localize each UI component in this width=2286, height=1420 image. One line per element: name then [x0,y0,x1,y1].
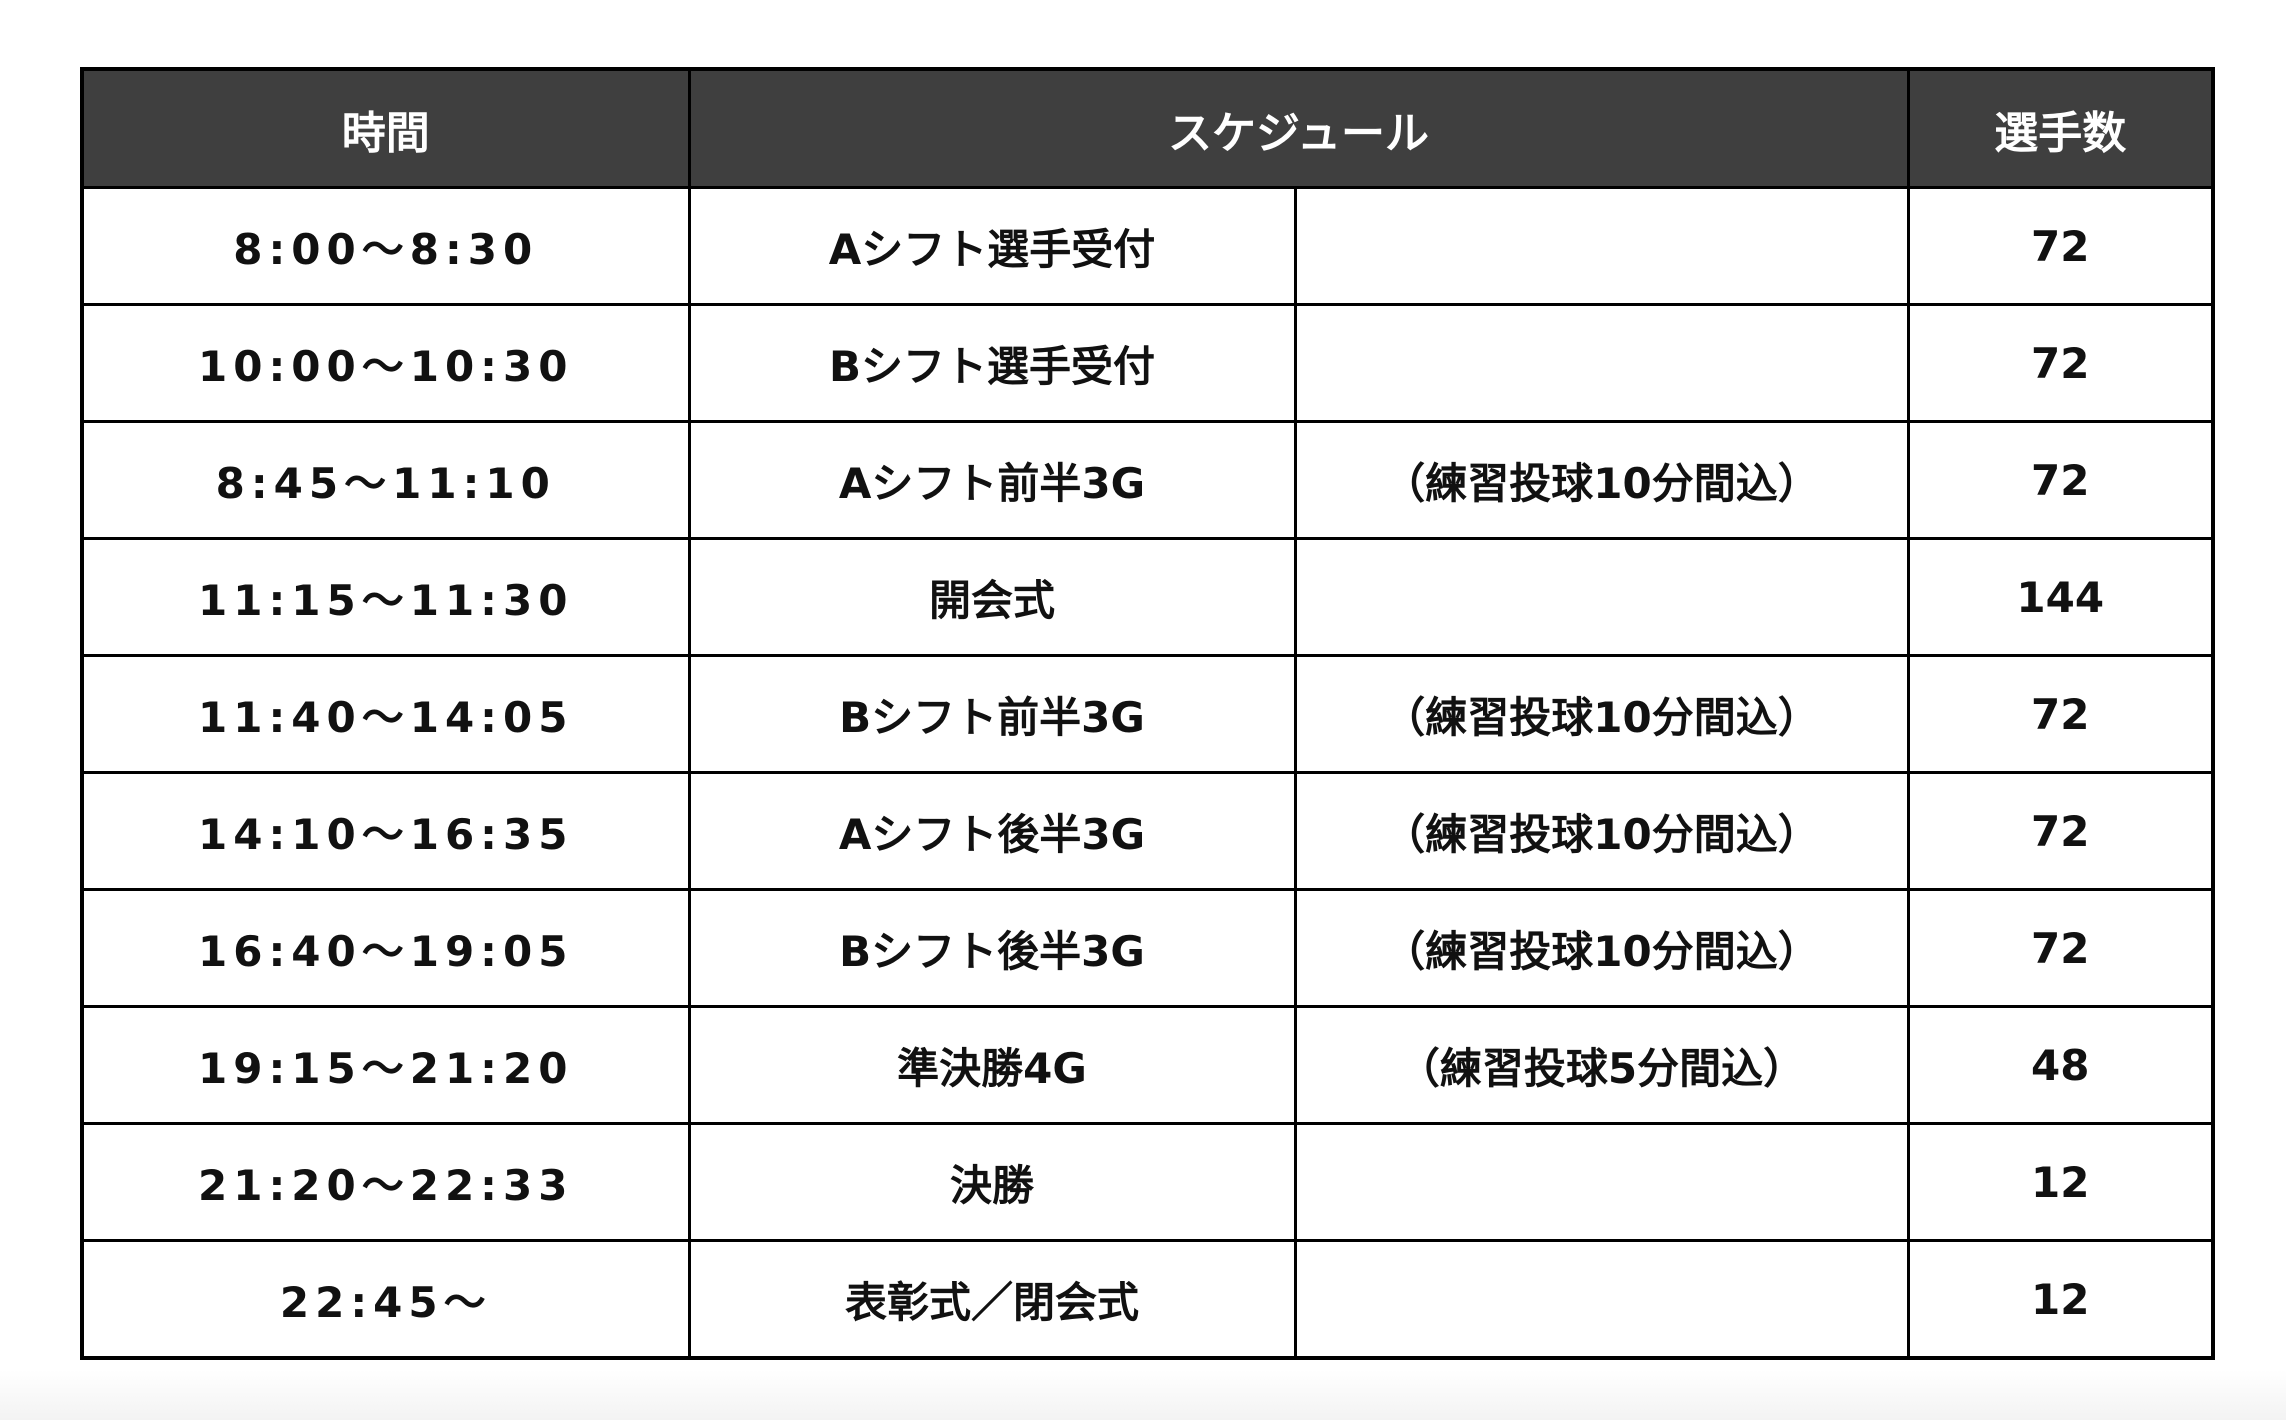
header-players: 選手数 [1906,67,2215,189]
time-cell: 14:10〜16:35 [80,771,691,891]
event-cell: Bシフト後半3G [687,888,1297,1008]
time-cell: 16:40〜19:05 [80,888,691,1008]
table-row: 11:15〜11:30 開会式 144 [80,537,2215,657]
note-cell [1293,1239,1910,1360]
table-row: 11:40〜14:05 Bシフト前半3G （練習投球10分間込） 72 [80,654,2215,774]
table-row: 22:45〜 表彰式／閉会式 12 [80,1239,2215,1360]
time-cell: 21:20〜22:33 [80,1122,691,1242]
header-time: 時間 [80,67,691,189]
note-cell [1293,537,1910,657]
event-cell: Aシフト選手受付 [687,186,1297,306]
table-row: 14:10〜16:35 Aシフト後半3G （練習投球10分間込） 72 [80,771,2215,891]
time-cell: 19:15〜21:20 [80,1005,691,1125]
players-cell: 72 [1906,420,2215,540]
event-cell: Aシフト後半3G [687,771,1297,891]
table-row: 10:00〜10:30 Bシフト選手受付 72 [80,303,2215,423]
note-cell [1293,186,1910,306]
note-cell: （練習投球10分間込） [1293,888,1910,1008]
note-cell [1293,1122,1910,1242]
time-cell: 10:00〜10:30 [80,303,691,423]
players-cell: 48 [1906,1005,2215,1125]
event-cell: Bシフト前半3G [687,654,1297,774]
note-cell: （練習投球5分間込） [1293,1005,1910,1125]
table-row: 8:45〜11:10 Aシフト前半3G （練習投球10分間込） 72 [80,420,2215,540]
note-cell: （練習投球10分間込） [1293,654,1910,774]
header-schedule: スケジュール [687,67,1910,189]
players-cell: 72 [1906,654,2215,774]
note-cell: （練習投球10分間込） [1293,420,1910,540]
time-cell: 11:15〜11:30 [80,537,691,657]
note-cell [1293,303,1910,423]
time-cell: 22:45〜 [80,1239,691,1360]
event-cell: Bシフト選手受付 [687,303,1297,423]
table-row: 8:00〜8:30 Aシフト選手受付 72 [80,186,2215,306]
time-cell: 11:40〜14:05 [80,654,691,774]
players-cell: 72 [1906,186,2215,306]
players-cell: 12 [1906,1122,2215,1242]
note-cell: （練習投球10分間込） [1293,771,1910,891]
table-row: 16:40〜19:05 Bシフト後半3G （練習投球10分間込） 72 [80,888,2215,1008]
event-cell: 決勝 [687,1122,1297,1242]
time-cell: 8:45〜11:10 [80,420,691,540]
players-cell: 144 [1906,537,2215,657]
table-row: 21:20〜22:33 決勝 12 [80,1122,2215,1242]
event-cell: Aシフト前半3G [687,420,1297,540]
header-row: 時間 スケジュール 選手数 [80,67,2215,189]
time-cell: 8:00〜8:30 [80,186,691,306]
players-cell: 72 [1906,771,2215,891]
players-cell: 72 [1906,303,2215,423]
players-cell: 12 [1906,1239,2215,1360]
schedule-table: 時間 スケジュール 選手数 8:00〜8:30 Aシフト選手受付 72 10:00〜1… [80,67,2216,1360]
event-cell: 準決勝4G [687,1005,1297,1125]
event-cell: 開会式 [687,537,1297,657]
event-cell: 表彰式／閉会式 [687,1239,1297,1360]
table-row: 19:15〜21:20 準決勝4G （練習投球5分間込） 48 [80,1005,2215,1125]
players-cell: 72 [1906,888,2215,1008]
